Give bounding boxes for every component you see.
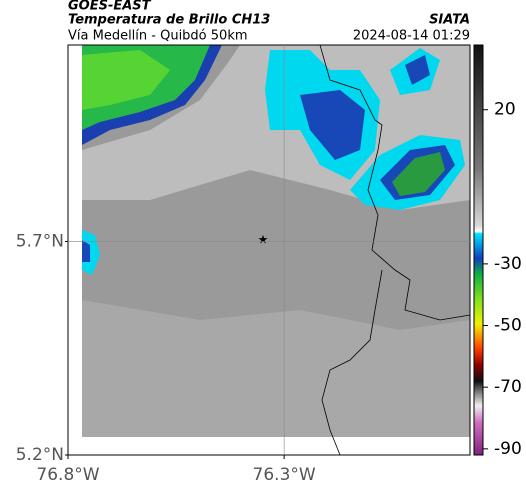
- colorbar-tick-label: -30: [494, 254, 522, 274]
- agency: SIATA: [429, 13, 470, 28]
- map-frame: [67, 44, 471, 456]
- route: Vía Medellín - Quibdó 50km: [68, 29, 248, 44]
- lat-tick-label: 5.7°N: [16, 231, 64, 251]
- colorbar-tick-label: 20: [494, 100, 516, 120]
- colorbar-tick-label: -90: [494, 439, 522, 459]
- source: GOES-EAST: [68, 0, 152, 14]
- datetime: 2024-08-14 01:29: [353, 29, 470, 44]
- satellite-image: ★: [68, 45, 470, 455]
- lat-tick-label: 5.2°N: [16, 445, 64, 465]
- colorbar-tick-label: -50: [494, 316, 522, 336]
- colorbar-tick-label: -70: [494, 377, 522, 397]
- lon-tick-label: 76.3°W: [253, 465, 316, 485]
- svg-text:★: ★: [258, 233, 269, 247]
- product: Temperatura de Brillo CH13: [68, 13, 270, 28]
- lon-tick-label: 76.8°W: [36, 465, 99, 485]
- colorbar: [473, 44, 484, 456]
